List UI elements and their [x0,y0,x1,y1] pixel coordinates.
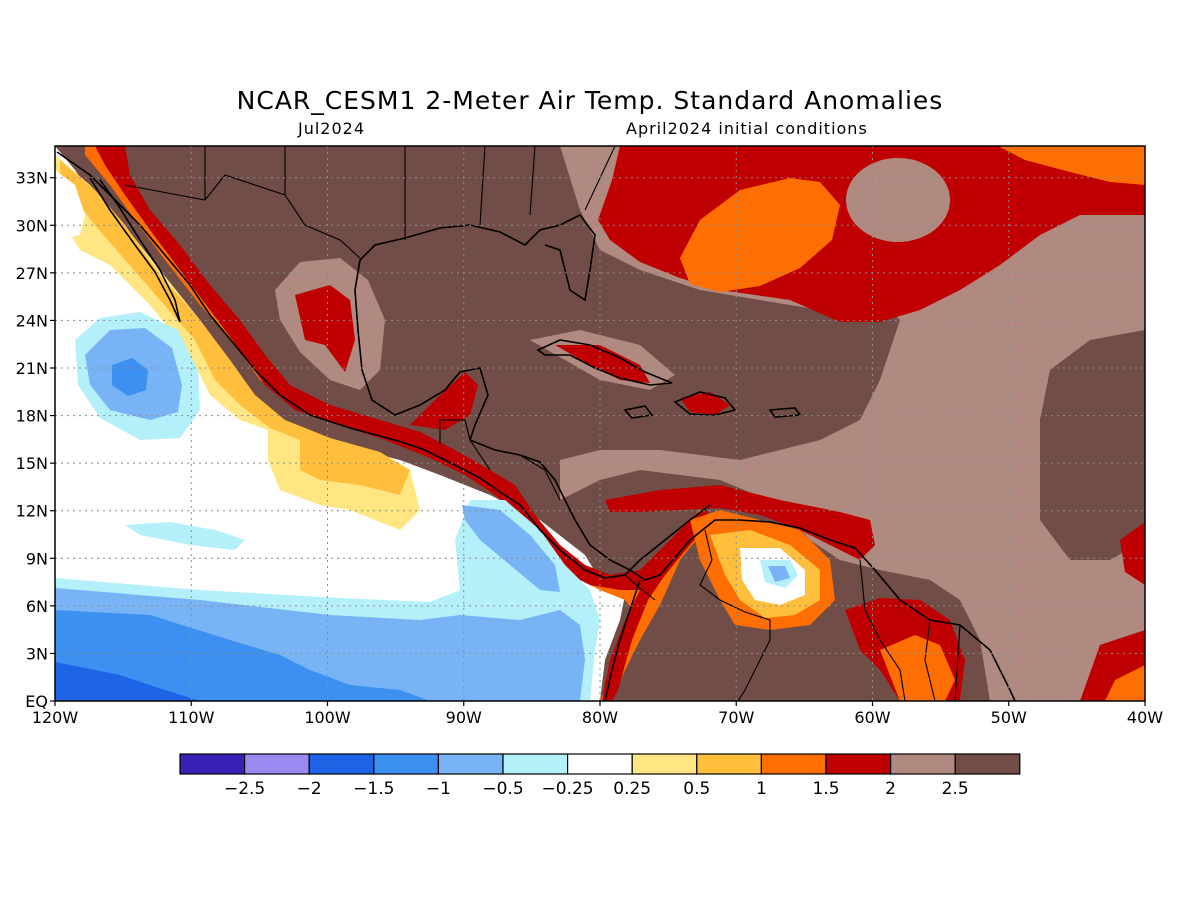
coastline-baja [89,177,181,323]
lon-tick-label: 40W [1127,708,1163,727]
colorbar-label: −2 [297,779,322,799]
border-colombia-venezuela [699,529,771,701]
coastline-mexico-pacific [56,151,711,579]
coastline-mexico-gulf [354,289,489,441]
lat-tick-label: 33N [16,169,48,188]
colorbar-label: −0.25 [542,779,594,799]
colorbar-label: 1.5 [812,779,839,799]
map-plot-area [55,146,1145,701]
lat-tick-label: EQ [25,692,48,711]
coastline-puerto-rico [768,407,802,418]
colorbar-swatch [760,753,827,775]
border-guatemala-belize [439,419,561,501]
map-title: NCAR_CESM1 2-Meter Air Temp. Standard An… [236,86,944,115]
colorbar-swatch [954,753,1021,775]
colorbar-swatch [825,753,892,775]
colorbar-label: −2.5 [224,779,265,799]
lon-axis: 120W 110W 100W 90W 80W 70W 60W 50W 40W [32,701,1163,727]
coastlines [56,151,1016,701]
coastline-cuba [536,339,673,386]
anomaly-fill-cuba-red [555,345,650,383]
colorbar-label: −1.5 [353,779,394,799]
lat-tick-label: 27N [16,264,48,283]
initial-conditions-label: April2024 initial conditions [626,119,868,138]
lon-tick-label: 100W [304,708,351,727]
anomaly-fill-pacific-darkblue [55,662,200,701]
coastline-colombia-pacific [604,579,641,701]
lon-tick-label: 80W [582,708,618,727]
colorbar-label: 0.25 [613,779,651,799]
lat-tick-label: 21N [16,359,48,378]
colorbar-label: 2.5 [942,779,969,799]
lat-tick-label: 9N [26,549,48,568]
colorbar-swatch [373,753,439,775]
colorbar-swatch [308,753,375,775]
colorbar-swatch [566,753,633,775]
lon-tick-label: 50W [991,708,1027,727]
coastline-central-america [469,439,661,581]
coastline-gulf [354,213,596,302]
lon-tick-label: 110W [168,708,215,727]
anomaly-fill-venezuela-blue [768,566,790,582]
anomaly-fill-pacific-gold [60,160,410,495]
colorbar-swatch [696,753,762,775]
border-panama [624,574,656,601]
lon-tick-label: 60W [854,708,890,727]
border-venezuela-guyana [859,559,961,701]
coastline-south-america-north [659,519,1016,701]
coastline-jamaica [623,405,654,419]
colorbar-label: −1 [426,779,451,799]
lon-tick-label: 90W [446,708,482,727]
colorbar-swatch [631,753,698,775]
colorbar-label: 0.5 [683,779,710,799]
anomaly-fill-guiana-orange [880,635,955,701]
political-borders [124,146,961,701]
lat-tick-label: 24N [16,311,48,330]
colorbar-swatch [179,753,246,775]
lat-tick-label: 30N [16,216,48,235]
anomaly-fill-pacific-lightblue-north [462,505,560,592]
anomaly-fill-east-red-9n [1120,522,1145,585]
lat-tick-label: 18N [16,407,48,426]
anomaly-fill-pacific-cyan-strip [125,522,245,550]
anomaly-fill-mexico-red [295,285,355,372]
anomaly-fill-atlantic-warm-hole [846,158,950,242]
anomaly-fill-atlantic-orange-east [998,146,1145,185]
lat-axis: EQ 3N 6N 9N 12N 15N 18N 21N 24N 27N 30N 33N [16,169,55,711]
anomaly-fill-hispaniola-red [680,392,730,415]
anomaly-fill-baja-white [55,170,85,240]
lon-tick-label: 70W [718,708,754,727]
colorbar-swatch [437,753,504,775]
lat-tick-label: 3N [26,644,48,663]
colorbar-label: −0.5 [482,779,523,799]
anomaly-fill-east-orange [1105,665,1145,701]
colorbar-swatch [502,753,569,775]
colorbar-label: 2 [885,779,896,799]
border-us-states [204,146,616,240]
colorbar-swatch [889,753,956,775]
anomaly-fill-caribbean-red-band [605,485,875,560]
lat-tick-label: 6N [26,597,48,616]
colorbar [179,753,1021,775]
valid-month-label: Jul2024 [298,119,366,138]
graticule [55,146,1145,701]
colorbar-swatch [244,753,310,775]
lon-tick-label: 120W [32,708,79,727]
coastline-hispaniola [673,391,737,416]
anomaly-fill-pacific-blue [55,610,430,701]
lat-tick-label: 12N [16,502,48,521]
colorbar-labels: −2.5 −2 −1.5 −1 −0.5 −0.25 0.25 0.5 1 1.5 2 2.5 [224,779,969,799]
lat-tick-label: 15N [16,454,48,473]
anomaly-fill-atlantic-orange [680,178,840,292]
colorbar-label: 1 [756,779,767,799]
